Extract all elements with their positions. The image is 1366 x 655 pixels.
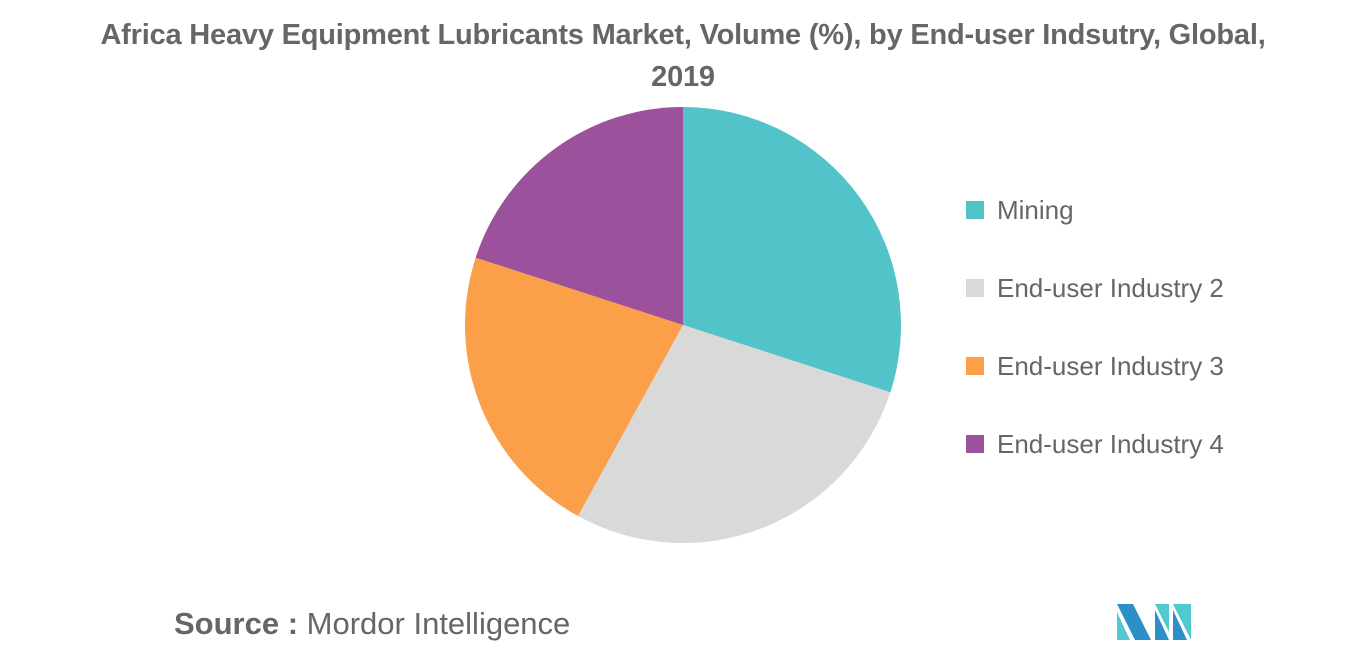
legend-label: Mining [997, 194, 1074, 225]
mordor-intelligence-logo-icon [1117, 604, 1191, 640]
pie-chart [465, 107, 901, 543]
pie-slice-end-user-industry-2 [577, 325, 891, 543]
logo-svg [1117, 604, 1191, 640]
chart-title-line-2: 2019 [651, 61, 715, 93]
legend-label: End-user Industry 3 [997, 350, 1224, 381]
pie-chart-svg [465, 107, 901, 543]
legend-label: End-user Industry 4 [997, 428, 1224, 459]
legend-item-mining: Mining [966, 190, 1224, 230]
source-label: Source : [174, 606, 299, 641]
source-value: Mordor Intelligence [306, 606, 571, 641]
legend-swatch-icon [966, 435, 984, 453]
source-note: Source : Mordor Intelligence [174, 606, 570, 642]
pie-slice-end-user-industry-4 [475, 107, 683, 325]
legend-swatch-icon [966, 357, 984, 375]
legend-label: End-user Industry 2 [997, 272, 1224, 303]
legend-item-end-user-industry-3: End-user Industry 3 [966, 346, 1224, 386]
chart-legend: Mining End-user Industry 2 End-user Indu… [966, 190, 1224, 502]
chart-title: Africa Heavy Equipment Lubricants Market… [0, 14, 1366, 98]
pie-slice-end-user-industry-3 [465, 257, 683, 517]
legend-swatch-icon [966, 201, 984, 219]
chart-title-line-1: Africa Heavy Equipment Lubricants Market… [100, 19, 1266, 51]
legend-item-end-user-industry-4: End-user Industry 4 [966, 424, 1224, 464]
legend-swatch-icon [966, 279, 984, 297]
pie-slice-mining [683, 107, 901, 393]
legend-item-end-user-industry-2: End-user Industry 2 [966, 268, 1224, 308]
